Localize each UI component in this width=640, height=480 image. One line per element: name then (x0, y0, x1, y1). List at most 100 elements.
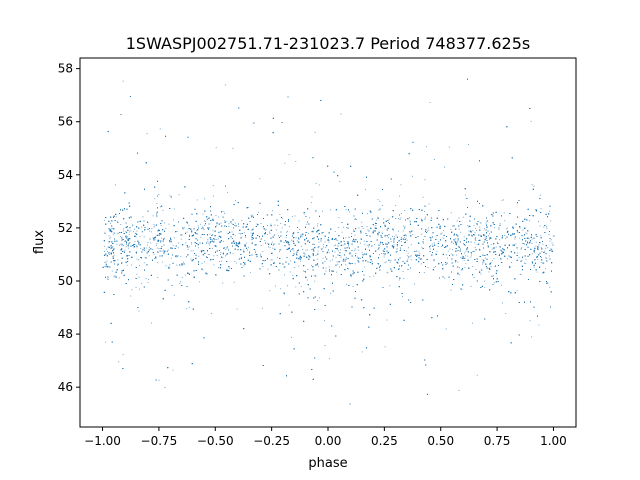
data-point (328, 238, 329, 240)
data-point (403, 236, 405, 238)
data-point (164, 237, 165, 239)
data-point (118, 361, 120, 363)
data-point (260, 245, 262, 246)
data-point (479, 230, 481, 231)
data-point (484, 287, 486, 289)
data-point (458, 217, 460, 219)
data-point (274, 224, 276, 226)
data-point (188, 224, 190, 226)
data-point (470, 256, 472, 258)
data-point (313, 231, 314, 233)
data-point (243, 249, 245, 251)
data-point (412, 234, 414, 235)
data-point (196, 233, 198, 235)
data-point (420, 233, 422, 235)
data-point (176, 255, 177, 257)
data-point (123, 245, 124, 246)
data-point (400, 248, 401, 250)
data-point (240, 233, 241, 235)
data-point (503, 199, 504, 201)
data-point (243, 232, 245, 234)
data-point (167, 250, 168, 252)
data-point (227, 191, 228, 193)
data-point (295, 286, 297, 288)
data-point (516, 290, 518, 292)
data-point (109, 238, 111, 240)
data-point (383, 254, 385, 256)
data-point (307, 269, 309, 270)
data-point (134, 228, 135, 230)
data-point (260, 255, 261, 257)
data-point (457, 238, 459, 240)
data-point (200, 236, 202, 238)
data-point (161, 246, 162, 248)
data-point (153, 224, 155, 226)
data-point (470, 230, 472, 232)
data-point (224, 84, 226, 86)
data-point (196, 230, 198, 232)
data-point (540, 246, 542, 248)
data-point (534, 259, 536, 261)
data-point (349, 211, 351, 213)
data-point (514, 238, 516, 240)
chart-title: 1SWASPJ002751.71-231023.7 Period 748377.… (126, 34, 531, 53)
data-point (152, 249, 154, 250)
data-point (482, 259, 484, 261)
data-point (404, 227, 406, 229)
data-point (325, 270, 327, 272)
data-point (105, 261, 107, 263)
data-point (285, 237, 287, 239)
data-point (521, 259, 523, 261)
data-point (488, 235, 490, 237)
data-point (188, 307, 190, 309)
data-point (339, 181, 341, 182)
data-point (429, 102, 431, 103)
data-point (422, 242, 424, 244)
data-point (283, 293, 285, 295)
data-point (310, 202, 312, 204)
data-point (329, 358, 330, 360)
data-point (467, 255, 469, 257)
data-point (288, 304, 290, 306)
data-point (132, 225, 134, 227)
data-point (248, 246, 250, 248)
data-point (122, 354, 124, 356)
data-point (317, 265, 319, 267)
data-point (393, 229, 394, 231)
data-point (288, 247, 290, 249)
data-point (300, 286, 302, 288)
data-point (337, 227, 339, 228)
data-point (315, 182, 317, 184)
data-point (312, 230, 314, 232)
data-point (293, 250, 295, 252)
data-point (356, 219, 357, 220)
data-point (379, 243, 381, 245)
data-point (381, 253, 382, 254)
data-point (276, 219, 278, 221)
data-point (533, 266, 535, 268)
data-point (324, 241, 326, 243)
data-point (169, 195, 171, 197)
data-point (125, 231, 127, 232)
data-point (355, 253, 357, 254)
data-point (124, 249, 126, 251)
data-point (299, 235, 301, 237)
data-point (441, 232, 443, 234)
data-point (480, 222, 482, 224)
data-point (149, 230, 151, 232)
data-point (214, 239, 216, 240)
data-point (116, 243, 118, 245)
data-point (364, 188, 366, 190)
data-point (497, 241, 498, 243)
data-point (433, 260, 435, 262)
data-point (427, 230, 428, 232)
data-point (144, 250, 145, 251)
data-point (250, 215, 252, 216)
data-point (267, 268, 269, 270)
data-point (165, 265, 167, 267)
data-point (453, 234, 455, 236)
data-point (426, 146, 427, 148)
data-point (472, 251, 474, 252)
data-point (290, 239, 292, 241)
